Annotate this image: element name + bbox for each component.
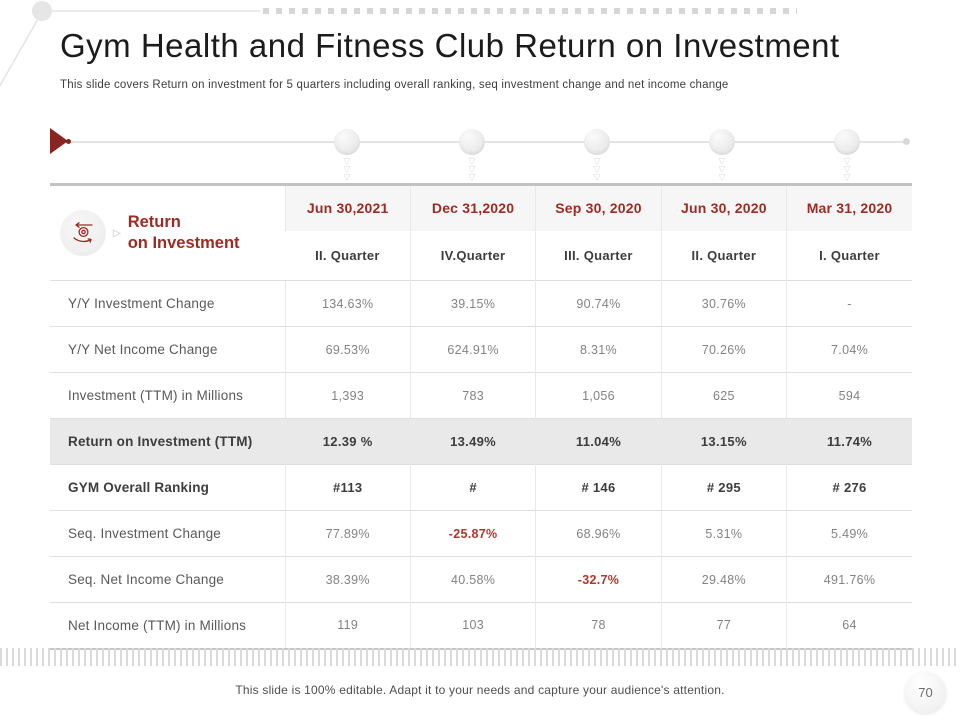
cell-value: #113 bbox=[284, 464, 411, 511]
cell-value: 30.76% bbox=[660, 280, 787, 327]
hand-coin-investment-icon bbox=[60, 210, 106, 256]
cell-value: 625 bbox=[660, 372, 787, 419]
cell-value: 8.31% bbox=[535, 326, 662, 373]
timeline-node: ▽ ▽ ▽ bbox=[834, 129, 860, 182]
cell-value: 13.15% bbox=[660, 418, 787, 465]
table-corner-header: ▷ Return on Investment bbox=[50, 184, 285, 281]
footer-note: This slide is 100% editable. Adapt it to… bbox=[235, 683, 725, 697]
chevron-down-icon: ▽ ▽ ▽ bbox=[468, 156, 476, 182]
row-label: Seq. Net Income Change bbox=[50, 556, 285, 603]
page-subtitle: This slide covers Return on investment f… bbox=[60, 79, 729, 91]
cell-value: 69.53% bbox=[284, 326, 411, 373]
timeline-node: ▽ ▽ ▽ bbox=[334, 129, 360, 182]
cell-value: # 295 bbox=[660, 464, 787, 511]
cell-value: 11.74% bbox=[786, 418, 912, 465]
column-date: Jun 30, 2020 bbox=[660, 184, 787, 231]
cell-value: 594 bbox=[786, 372, 912, 419]
timeline-node: ▽ ▽ ▽ bbox=[584, 129, 610, 182]
cell-value: 134.63% bbox=[284, 280, 411, 327]
column-date: Jun 30,2021 bbox=[284, 184, 411, 231]
cell-value: 70.26% bbox=[660, 326, 787, 373]
column-date: Mar 31, 2020 bbox=[786, 184, 912, 231]
column-quarter: I. Quarter bbox=[786, 230, 912, 281]
chevron-down-icon: ▽ ▽ ▽ bbox=[343, 156, 351, 182]
cell-value: 783 bbox=[409, 372, 536, 419]
cell-value: 5.31% bbox=[660, 510, 787, 557]
dotted-divider bbox=[263, 8, 797, 14]
column-quarter: II. Quarter bbox=[660, 230, 787, 281]
roi-table: ▷ Return on Investment Jun 30,2021 Dec 3… bbox=[50, 183, 912, 650]
cell-value: 7.04% bbox=[786, 326, 912, 373]
timeline-node: ▽ ▽ ▽ bbox=[459, 129, 485, 182]
column-quarter: II. Quarter bbox=[285, 230, 411, 281]
cell-value: 68.96% bbox=[535, 510, 662, 557]
table-row: Seq. Net Income Change 38.39% 40.58% -32… bbox=[50, 556, 912, 603]
timeline: ▽ ▽ ▽ ▽ ▽ ▽ ▽ ▽ ▽ ▽ ▽ ▽ ▽ ▽ ▽ bbox=[50, 128, 912, 184]
cell-value: # 146 bbox=[535, 464, 662, 511]
column-date: Dec 31,2020 bbox=[409, 184, 536, 231]
timeline-node: ▽ ▽ ▽ bbox=[709, 129, 735, 182]
cell-value: 491.76% bbox=[786, 556, 912, 603]
column-quarter: IV.Quarter bbox=[409, 230, 536, 281]
timeline-arrow-dot bbox=[66, 139, 71, 144]
page-number-badge: 70 bbox=[905, 672, 946, 713]
cell-value: 77 bbox=[660, 602, 787, 649]
cell-value: 1,056 bbox=[535, 372, 662, 419]
timeline-arrow-icon bbox=[50, 128, 68, 154]
chevron-down-icon: ▽ ▽ ▽ bbox=[593, 156, 601, 182]
cell-value: 5.49% bbox=[786, 510, 912, 557]
row-label: Investment (TTM) in Millions bbox=[50, 372, 285, 419]
row-label: GYM Overall Ranking bbox=[50, 464, 285, 511]
timeline-end-dot bbox=[903, 138, 910, 145]
chevron-down-icon: ▽ ▽ ▽ bbox=[843, 156, 851, 182]
triangle-right-icon: ▷ bbox=[113, 227, 121, 239]
table-row: Investment (TTM) in Millions 1,393 783 1… bbox=[50, 372, 912, 419]
cell-value: 11.04% bbox=[535, 418, 662, 465]
table-row: Net Income (TTM) in Millions 119 103 78 … bbox=[50, 602, 912, 649]
cell-value: # bbox=[409, 464, 536, 511]
table-row: Seq. Investment Change 77.89% -25.87% 68… bbox=[50, 510, 912, 557]
column-quarter: III. Quarter bbox=[535, 230, 662, 281]
hatch-divider bbox=[0, 648, 960, 666]
timeline-node-circle bbox=[584, 129, 610, 155]
cell-value-negative: -32.7% bbox=[535, 556, 662, 603]
cell-value: 90.74% bbox=[535, 280, 662, 327]
cell-value: 29.48% bbox=[660, 556, 787, 603]
cell-value: 64 bbox=[786, 602, 912, 649]
row-label: Seq. Investment Change bbox=[50, 510, 285, 557]
cell-value: # 276 bbox=[786, 464, 912, 511]
cell-value: 78 bbox=[535, 602, 662, 649]
cell-value: 77.89% bbox=[284, 510, 411, 557]
table-row: GYM Overall Ranking #113 # # 146 # 295 #… bbox=[50, 464, 912, 511]
row-label: Net Income (TTM) in Millions bbox=[50, 602, 285, 649]
timeline-node-circle bbox=[709, 129, 735, 155]
column-date: Sep 30, 2020 bbox=[535, 184, 662, 231]
timeline-line bbox=[66, 141, 908, 143]
cell-value: 103 bbox=[409, 602, 536, 649]
table-row: Y/Y Investment Change 134.63% 39.15% 90.… bbox=[50, 280, 912, 327]
timeline-node-circle bbox=[834, 129, 860, 155]
chevron-down-icon: ▽ ▽ ▽ bbox=[718, 156, 726, 182]
row-label: Y/Y Investment Change bbox=[50, 280, 285, 327]
cell-value: 12.39 % bbox=[284, 418, 411, 465]
timeline-node-circle bbox=[334, 129, 360, 155]
cell-value: 624.91% bbox=[409, 326, 536, 373]
cell-value: 119 bbox=[284, 602, 411, 649]
cell-value: 13.49% bbox=[409, 418, 536, 465]
row-label: Y/Y Net Income Change bbox=[50, 326, 285, 373]
table-title: Return on Investment bbox=[127, 212, 240, 252]
timeline-node-circle bbox=[459, 129, 485, 155]
table-row: Y/Y Net Income Change 69.53% 624.91% 8.3… bbox=[50, 326, 912, 373]
cell-value: 40.58% bbox=[409, 556, 536, 603]
cell-value: - bbox=[786, 280, 912, 327]
cell-value: 1,393 bbox=[284, 372, 411, 419]
cell-value: 38.39% bbox=[284, 556, 411, 603]
table-row-highlighted: Return on Investment (TTM) 12.39 % 13.49… bbox=[50, 418, 912, 465]
page-title: Gym Health and Fitness Club Return on In… bbox=[60, 27, 840, 64]
row-label: Return on Investment (TTM) bbox=[50, 418, 285, 465]
page-number: 70 bbox=[918, 685, 933, 700]
cell-value-negative: -25.87% bbox=[409, 510, 536, 557]
cell-value: 39.15% bbox=[409, 280, 536, 327]
